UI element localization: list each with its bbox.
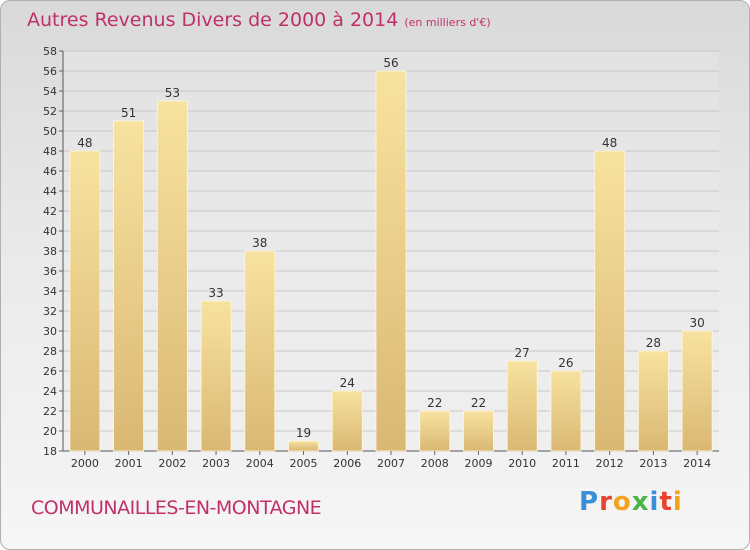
data-label: 30 — [689, 316, 704, 330]
bar — [331, 390, 363, 452]
x-tick-label: 2012 — [596, 457, 624, 470]
data-label: 24 — [340, 376, 355, 390]
chart-title-text: Autres Revenus Divers de 2000 à 2014 — [27, 9, 399, 31]
x-tick-label: 2014 — [683, 457, 711, 470]
data-label: 38 — [252, 236, 267, 250]
logo-letter: P — [579, 487, 600, 517]
y-tick-label: 56 — [43, 65, 57, 78]
y-tick-label: 22 — [43, 405, 57, 418]
y-tick-label: 50 — [43, 125, 57, 138]
logo-letter: t — [659, 487, 673, 517]
bar — [288, 440, 319, 452]
data-label: 22 — [471, 396, 486, 410]
bar — [506, 360, 538, 452]
logo-letter: i — [672, 487, 683, 517]
x-tick-label: 2013 — [639, 457, 667, 470]
proxiti-logo[interactable]: Proxiti — [579, 487, 683, 517]
y-tick-label: 38 — [43, 245, 57, 258]
data-label: 26 — [558, 356, 573, 370]
y-tick-label: 34 — [43, 285, 57, 298]
y-tick-label: 20 — [43, 425, 57, 438]
y-tick-label: 58 — [43, 45, 57, 58]
y-tick-label: 42 — [43, 205, 57, 218]
bar — [681, 330, 713, 452]
x-tick-label: 2010 — [508, 457, 536, 470]
logo-letter: o — [612, 487, 632, 517]
bar — [550, 370, 582, 452]
y-tick-label: 52 — [43, 105, 57, 118]
bar — [200, 300, 232, 452]
y-tick-label: 36 — [43, 265, 57, 278]
data-label: 22 — [427, 396, 442, 410]
y-tick-label: 30 — [43, 325, 57, 338]
logo-letter: i — [649, 487, 660, 517]
data-label: 27 — [515, 346, 530, 360]
bar — [375, 70, 407, 452]
data-label: 56 — [383, 56, 398, 70]
y-tick-label: 28 — [43, 345, 57, 358]
bar — [463, 410, 494, 452]
bar — [244, 250, 276, 452]
commune-name: COMMUNAILLES-EN-MONTAGNE — [31, 497, 322, 519]
data-label: 48 — [77, 136, 92, 150]
x-tick-label: 2007 — [377, 457, 405, 470]
data-label: 33 — [208, 286, 223, 300]
data-label: 19 — [296, 426, 311, 440]
data-label: 48 — [602, 136, 617, 150]
x-tick-label: 2009 — [464, 457, 492, 470]
x-tick-label: 2008 — [421, 457, 449, 470]
y-tick-label: 44 — [43, 185, 57, 198]
data-label: 28 — [646, 336, 661, 350]
y-tick-label: 24 — [43, 385, 57, 398]
bar — [594, 150, 626, 452]
x-tick-label: 2003 — [202, 457, 230, 470]
data-label: 53 — [165, 86, 180, 100]
y-tick-label: 40 — [43, 225, 57, 238]
y-tick-label: 26 — [43, 365, 57, 378]
x-tick-label: 2011 — [552, 457, 580, 470]
chart-unit: (en milliers d'€) — [404, 16, 491, 29]
y-tick-label: 48 — [43, 145, 57, 158]
chart-title: Autres Revenus Divers de 2000 à 2014 (en … — [27, 9, 491, 31]
y-tick-label: 32 — [43, 305, 57, 318]
data-label: 51 — [121, 106, 136, 120]
y-tick-label: 18 — [43, 445, 57, 458]
bar — [113, 120, 144, 452]
logo-letter: x — [631, 487, 650, 517]
x-tick-label: 2006 — [333, 457, 361, 470]
bar — [638, 350, 669, 452]
x-tick-label: 2001 — [115, 457, 143, 470]
x-tick-label: 2000 — [71, 457, 99, 470]
x-tick-label: 2005 — [290, 457, 318, 470]
logo-letter: r — [599, 487, 613, 517]
x-tick-label: 2002 — [158, 457, 186, 470]
bar — [156, 100, 188, 452]
y-tick-label: 54 — [43, 85, 57, 98]
bar — [69, 150, 101, 452]
x-tick-label: 2004 — [246, 457, 274, 470]
bar — [419, 410, 451, 452]
y-tick-label: 46 — [43, 165, 57, 178]
